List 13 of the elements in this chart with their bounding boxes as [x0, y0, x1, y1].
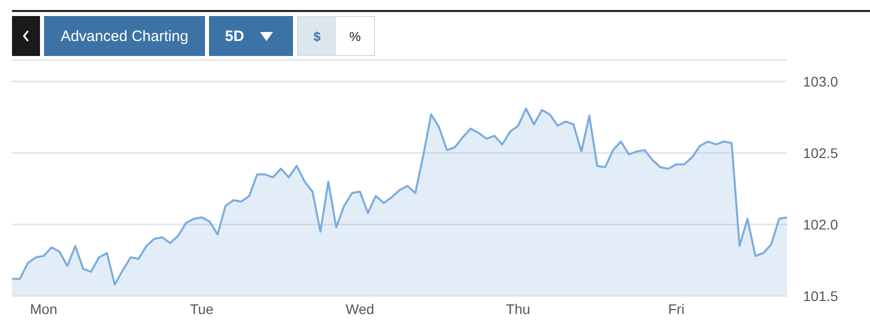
text: Advanced Charting [44, 16, 205, 56]
x-tick-label: Fri [668, 300, 684, 317]
y-tick-label: 103.0 [803, 73, 838, 90]
text: 5D [225, 28, 244, 44]
y-tick-label: 101.5 [803, 288, 838, 304]
text: $ [298, 17, 336, 55]
x-tick-label: Mon [30, 300, 58, 317]
y-tick-label: 102.0 [803, 216, 838, 232]
x-tick-label: Thu [506, 300, 530, 317]
text: % [336, 17, 374, 55]
y-tick-label: 102.5 [803, 144, 838, 161]
x-tick-label: Wed [346, 300, 374, 317]
x-tick-label: Tue [190, 300, 214, 317]
